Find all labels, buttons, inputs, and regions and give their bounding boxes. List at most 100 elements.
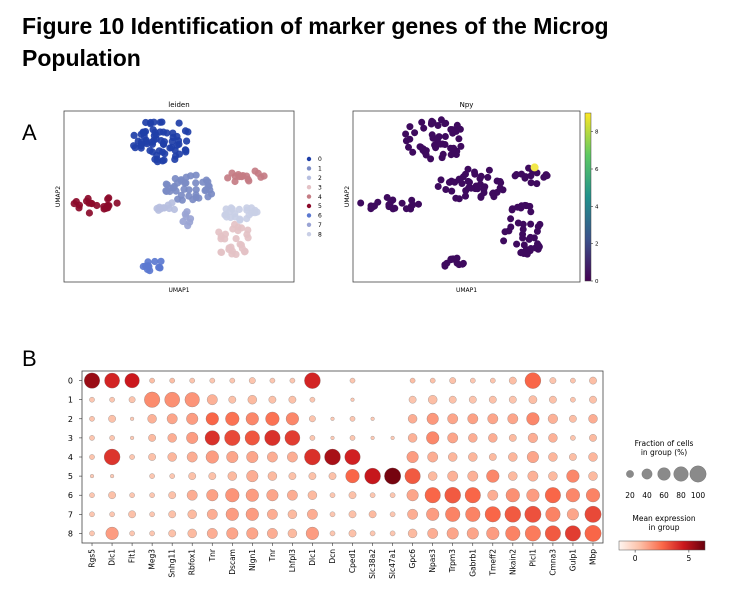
npy-colorbar <box>584 112 592 282</box>
fraction-legend-dot <box>657 467 671 481</box>
dotplot-dot <box>488 395 497 404</box>
dotplot-dot <box>389 492 396 498</box>
dotplot-dot <box>545 506 561 522</box>
leiden-legend-label-0: 0 <box>318 156 322 163</box>
dotplot-dot <box>89 530 95 537</box>
dotplot-dot <box>128 510 136 519</box>
leiden-legend-label-3: 3 <box>318 184 322 191</box>
dotplot-dot <box>287 528 298 539</box>
dotplot-dot <box>330 435 335 440</box>
dotplot-dot <box>487 413 499 425</box>
dotplot-dot <box>330 416 335 421</box>
dotplot-frame <box>81 370 604 544</box>
dotplot-gene-label: Snhg11 <box>168 549 177 578</box>
npy-point <box>459 259 467 267</box>
dotplot-dot <box>466 527 479 540</box>
dotplot-dot <box>426 507 440 521</box>
leiden-cluster-5-point <box>70 200 78 208</box>
dotplot-dot <box>288 395 297 404</box>
npy-point <box>452 194 460 202</box>
dotplot-dot <box>166 413 178 425</box>
npy-point <box>406 123 414 131</box>
dotplot-dot <box>548 471 558 481</box>
dotplot-dot <box>389 530 396 537</box>
leiden-cluster-1-point <box>192 179 200 187</box>
dotplot-dot <box>408 395 417 404</box>
leiden-cluster-5-point <box>85 209 93 217</box>
dotplot-dot <box>487 489 499 501</box>
npy-point <box>433 135 441 143</box>
leiden-cluster-0-point <box>150 118 158 126</box>
dotplot-dot <box>407 508 418 520</box>
dotplot-dot <box>188 472 197 480</box>
figure-title-line-1: Figure 10 Identification of marker genes… <box>22 13 609 39</box>
dotplot-dot <box>468 433 478 443</box>
dotplot-dot <box>549 395 557 404</box>
leiden-cluster-7-point <box>186 215 195 223</box>
dotplot-dot <box>184 392 200 408</box>
dotplot-dot <box>524 525 541 542</box>
npy-point <box>428 117 436 125</box>
dotplot-dot <box>149 530 155 537</box>
dotplot-group-label: 5 <box>68 472 73 481</box>
leiden-cluster-3-point <box>244 234 252 242</box>
dotplot-gene-label: Trpm3 <box>448 549 457 574</box>
dotplot-group-label: 1 <box>68 396 73 405</box>
npy-point <box>518 170 525 178</box>
dotplot-dot <box>124 373 140 389</box>
dotplot-dot <box>329 492 336 498</box>
dotplot-gene-labels: Rgs5 Dlc1 Flt1 Meg3 Snhg11 Rbfox1 Tnr Dscam Nlgn… <box>88 543 597 579</box>
dotplot-dot <box>129 530 135 537</box>
npy-point <box>434 122 442 129</box>
dotplot-dot <box>168 491 177 500</box>
leiden-cluster-1-point <box>192 186 200 194</box>
dotplot-dot <box>225 411 240 426</box>
dotplot-dot <box>108 491 116 500</box>
dotplot-dot <box>490 377 496 384</box>
dotplot-dot <box>164 391 180 408</box>
leiden-cluster-8-point <box>236 215 244 223</box>
dotplot-gene-label: Dlc1 <box>108 549 117 566</box>
dotplot-dot <box>527 432 538 443</box>
fraction-legend-label: 20 <box>625 491 635 500</box>
npy-point <box>485 166 493 174</box>
leiden-plot-frame <box>63 110 295 283</box>
dotplot-dot <box>186 431 199 444</box>
dotplot-dot <box>407 414 418 424</box>
dotplot-group-label: 3 <box>68 434 73 443</box>
leiden-legend-label-8: 8 <box>318 231 322 238</box>
dotplot-dot <box>370 435 375 440</box>
dotplot-dot <box>407 528 418 539</box>
dotplot-group-label: 7 <box>68 510 73 519</box>
npy-point <box>542 171 550 179</box>
leiden-cluster-0-point <box>159 148 167 156</box>
npy-point <box>441 133 449 140</box>
leiden-cluster-0-point <box>166 144 174 152</box>
dotplot-gene-label: Meg3 <box>148 549 157 570</box>
leiden-cluster-5-point <box>100 205 108 213</box>
leiden-cluster-0-point <box>182 148 190 156</box>
leiden-cluster-0-point <box>159 128 167 136</box>
dotplot-dot <box>427 528 439 539</box>
npy-point <box>464 177 472 185</box>
npy-point <box>512 171 520 178</box>
dotplot-dot <box>508 434 517 442</box>
npy-point <box>402 137 410 145</box>
npy-point <box>500 237 508 245</box>
dotplot-dot <box>445 506 461 522</box>
dotplot-dot <box>147 414 157 424</box>
dotplot-dot <box>448 395 457 404</box>
dotplot-dot <box>548 452 558 462</box>
dotplot-dot <box>287 451 298 463</box>
dotplot-dot <box>348 529 357 538</box>
dotplot-group-label: 8 <box>68 529 73 538</box>
leiden-legend-marker-6 <box>306 213 312 218</box>
leiden-cluster-8-point <box>235 205 243 213</box>
leiden-cluster-5-point <box>84 194 92 203</box>
npy-point <box>535 243 543 251</box>
leiden-cluster-6-point <box>145 262 153 271</box>
dotplot-dot <box>345 469 360 484</box>
leiden-legend-label-7: 7 <box>318 222 322 229</box>
